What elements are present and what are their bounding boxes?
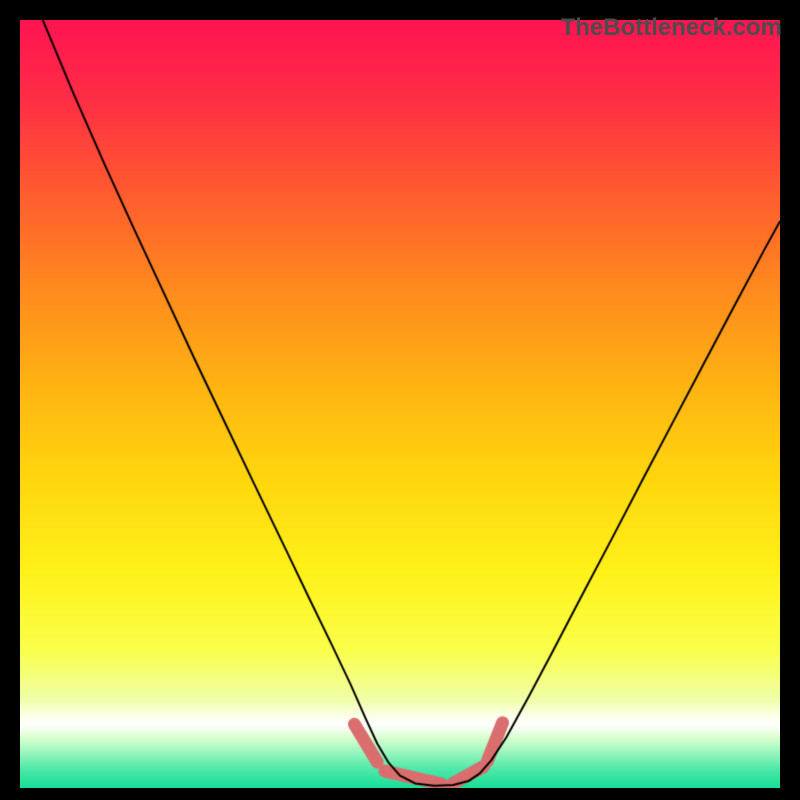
curve-overlay (20, 20, 780, 788)
watermark-label: TheBottleneck.com (561, 14, 782, 42)
plot-area (20, 20, 780, 788)
chart-stage: TheBottleneck.com (0, 0, 800, 800)
